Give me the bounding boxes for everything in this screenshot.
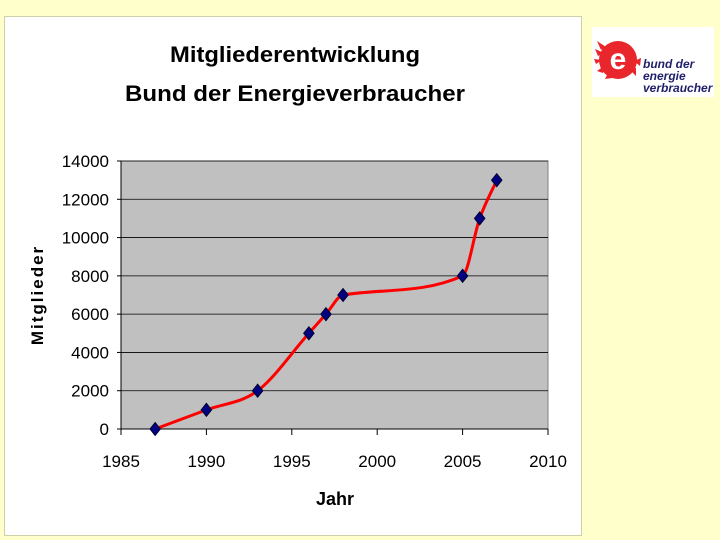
x-tick-label: 1985 (102, 452, 140, 471)
y-tick-label: 10000 (62, 229, 109, 248)
logo-emblem-letter: e (610, 43, 627, 76)
logo: e bund der energie verbraucher (592, 27, 714, 97)
data-point (490, 172, 503, 188)
data-point (303, 325, 315, 341)
logo-text-line-1: bund der (643, 57, 695, 71)
y-tick-labels: 0 2000 4000 6000 8000 10000 12000 14000 (62, 152, 109, 439)
data-point (320, 306, 332, 322)
line-chart: Mitgliederentwicklung Bund der Energieve… (28, 42, 567, 509)
x-tick-labels: 1985 1990 1995 2000 2005 2010 (102, 452, 567, 471)
y-tick-label: 12000 (62, 190, 109, 209)
data-series (149, 172, 503, 437)
data-point (251, 383, 264, 399)
x-tick-label: 1990 (187, 452, 225, 471)
data-point (473, 211, 486, 226)
axes (117, 160, 549, 435)
chart-panel: Mitgliederentwicklung Bund der Energieve… (4, 16, 582, 536)
grid-lines (121, 160, 548, 392)
data-point (200, 402, 213, 418)
data-point (456, 268, 469, 284)
chart-title-line-1: Mitgliederentwicklung (170, 42, 420, 67)
y-tick-label: 4000 (71, 343, 109, 362)
y-axis-label: Mitglieder (28, 245, 47, 345)
logo-text-line-2: energie (643, 69, 686, 83)
y-tick-label: 2000 (71, 382, 109, 401)
logo-emblem-icon: e (594, 41, 641, 79)
logo-text-line-3: verbraucher (643, 81, 713, 95)
x-tick-label: 2010 (529, 452, 567, 471)
x-tick-label: 2000 (358, 452, 396, 471)
y-tick-label: 14000 (62, 152, 109, 171)
plot-area (120, 160, 549, 430)
data-point (337, 287, 349, 303)
chart-title-line-2: Bund der Energieverbraucher (125, 81, 465, 106)
y-tick-label: 0 (100, 420, 109, 439)
x-axis-label: Jahr (316, 489, 354, 509)
x-tick-label: 1995 (273, 452, 311, 471)
y-tick-label: 8000 (71, 267, 109, 286)
y-tick-label: 6000 (71, 305, 109, 324)
x-tick-label: 2005 (444, 452, 482, 471)
data-point (149, 421, 162, 437)
